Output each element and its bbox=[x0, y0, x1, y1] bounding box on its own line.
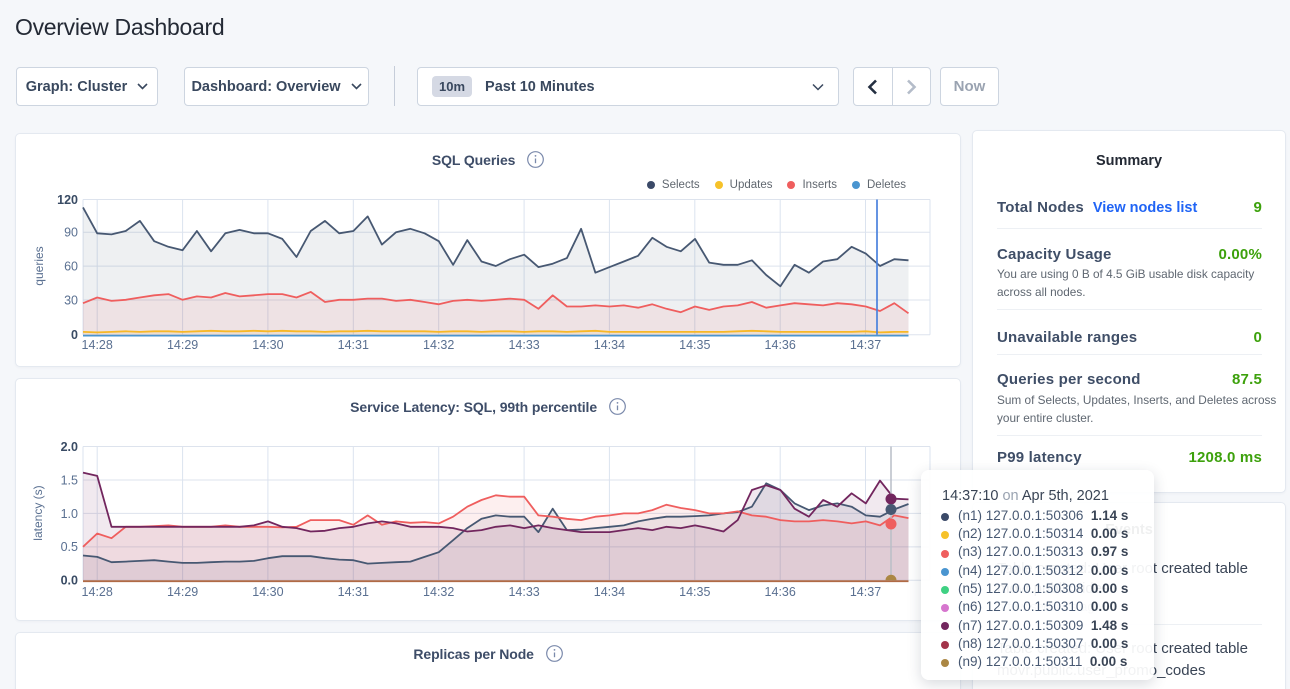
svg-text:30: 30 bbox=[64, 293, 78, 307]
svg-text:14:28: 14:28 bbox=[82, 585, 113, 599]
svg-text:90: 90 bbox=[64, 226, 78, 240]
svg-text:0.5: 0.5 bbox=[61, 540, 78, 554]
svg-text:14:29: 14:29 bbox=[167, 585, 198, 599]
svg-text:14:34: 14:34 bbox=[594, 338, 625, 352]
svg-text:1.5: 1.5 bbox=[61, 473, 78, 487]
svg-text:14:30: 14:30 bbox=[252, 585, 283, 599]
svg-text:120: 120 bbox=[57, 193, 78, 207]
svg-text:14:28: 14:28 bbox=[82, 338, 113, 352]
svg-text:14:37: 14:37 bbox=[850, 585, 881, 599]
svg-text:60: 60 bbox=[64, 260, 78, 274]
svg-text:2.0: 2.0 bbox=[61, 440, 78, 454]
svg-text:14:35: 14:35 bbox=[679, 338, 710, 352]
svg-text:14:35: 14:35 bbox=[679, 585, 710, 599]
svg-text:14:36: 14:36 bbox=[765, 585, 796, 599]
svg-text:0: 0 bbox=[71, 328, 78, 342]
svg-text:14:32: 14:32 bbox=[423, 585, 454, 599]
svg-text:14:34: 14:34 bbox=[594, 585, 625, 599]
svg-text:14:31: 14:31 bbox=[338, 585, 369, 599]
svg-text:14:33: 14:33 bbox=[508, 338, 539, 352]
svg-text:0.0: 0.0 bbox=[61, 574, 78, 588]
svg-text:14:33: 14:33 bbox=[508, 585, 539, 599]
svg-text:14:30: 14:30 bbox=[252, 338, 283, 352]
svg-text:14:29: 14:29 bbox=[167, 338, 198, 352]
svg-text:14:32: 14:32 bbox=[423, 338, 454, 352]
svg-text:14:31: 14:31 bbox=[338, 338, 369, 352]
svg-text:14:36: 14:36 bbox=[765, 338, 796, 352]
svg-text:14:37: 14:37 bbox=[850, 338, 881, 352]
svg-text:1.0: 1.0 bbox=[61, 507, 78, 521]
